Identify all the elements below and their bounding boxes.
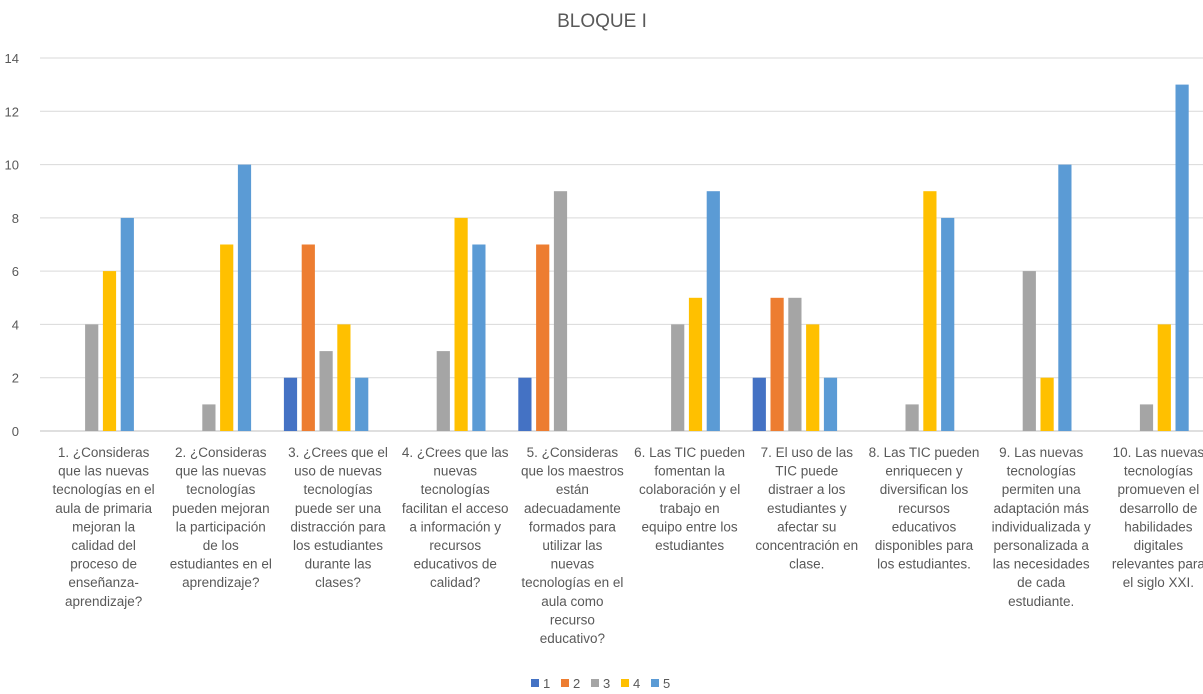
y-tick-label: 4 [12, 317, 19, 332]
bar-q7-series-3 [788, 297, 802, 431]
bar-q7-series-1 [752, 377, 766, 431]
bar-q8-series-3 [905, 404, 919, 431]
bar-q8-series-4 [923, 191, 937, 431]
y-tick-label: 10 [5, 158, 19, 173]
legend-swatch-2 [561, 679, 569, 687]
bar-q2-series-3 [202, 404, 216, 431]
bar-q3-series-5 [355, 377, 369, 431]
bar-q6-series-4 [688, 297, 703, 431]
bar-q7-series-2 [770, 297, 784, 431]
legend: 1 2 3 4 5 [531, 676, 670, 691]
bar-q2-series-4 [220, 244, 234, 431]
legend-swatch-4 [621, 679, 629, 687]
x-category-label: 7. El uso de las TIC puede distraer a los e… [755, 445, 858, 572]
bar-q5-series-3 [553, 191, 568, 431]
bar-q10-series-4 [1157, 324, 1171, 431]
legend-swatch-1 [531, 679, 539, 687]
legend-label-4: 4 [633, 676, 640, 691]
bar-q5-series-1 [518, 377, 532, 431]
legend-label-2: 2 [573, 676, 580, 691]
bar-q10-series-3 [1139, 404, 1154, 431]
y-tick-label: 12 [5, 104, 19, 119]
bar-q1-series-3 [85, 324, 99, 431]
y-tick-label: 0 [12, 424, 19, 439]
x-category-label: 1. ¿Consideras que las nuevas tecnologías … [53, 445, 155, 609]
bar-q8-series-5 [941, 217, 955, 431]
x-category-label: 10. Las nuevas tecnologías promueven el des… [1112, 445, 1203, 590]
legend-swatch-5 [651, 679, 659, 687]
bar-q3-series-3 [319, 351, 333, 431]
bar-q3-series-4 [337, 324, 351, 431]
y-tick-label: 14 [5, 51, 19, 66]
bar-q9-series-3 [1022, 271, 1036, 431]
x-axis: 1. ¿Consideras que las nuevas tecnologías … [53, 445, 1203, 646]
bar-q4-series-3 [436, 351, 450, 431]
y-axis: 0 2 4 6 8 10 12 14 [5, 51, 19, 439]
x-category-label: 8. Las TIC pueden enriquecen y diversifica… [869, 445, 980, 572]
bar-q6-series-5 [706, 191, 720, 431]
bar-q10-series-5 [1175, 84, 1189, 431]
bar-q9-series-5 [1058, 164, 1072, 431]
bar-q4-series-5 [472, 244, 486, 431]
x-category-label: 5. ¿Consideras que los maestros están adecu… [521, 445, 624, 646]
y-tick-label: 2 [12, 371, 19, 386]
bar-q3-series-1 [283, 377, 298, 431]
bars [85, 84, 1189, 431]
y-tick-label: 6 [12, 264, 19, 279]
x-category-label: 2. ¿Consideras que las nuevas tecnologías p… [170, 445, 272, 590]
y-tick-label: 8 [12, 211, 19, 226]
bar-q1-series-4 [102, 271, 117, 431]
x-category-label: 3. ¿Crees que el uso de nuevas tecnologías… [288, 445, 388, 590]
chart-title: BLOQUE I [557, 11, 647, 32]
bar-q3-series-2 [301, 244, 315, 431]
bar-q5-series-2 [536, 244, 550, 431]
legend-swatch-3 [591, 679, 599, 687]
legend-label-3: 3 [603, 676, 610, 691]
x-category-label: 4. ¿Crees que las nuevas tecnologías facili… [402, 445, 509, 590]
bar-q4-series-4 [454, 217, 468, 431]
legend-label-5: 5 [663, 676, 670, 691]
legend-label-1: 1 [543, 676, 550, 691]
bar-q7-series-5 [823, 377, 838, 431]
bar-q6-series-3 [671, 324, 685, 431]
bar-q9-series-4 [1040, 377, 1054, 431]
bar-q1-series-5 [120, 217, 134, 431]
bar-q7-series-4 [806, 324, 820, 431]
x-category-label: 6. Las TIC pueden fomentan la colaboración… [634, 445, 745, 553]
bar-q2-series-5 [237, 164, 252, 431]
x-category-label: 9. Las nuevas tecnologías permiten una adap… [992, 445, 1091, 609]
gridlines [40, 57, 1203, 432]
